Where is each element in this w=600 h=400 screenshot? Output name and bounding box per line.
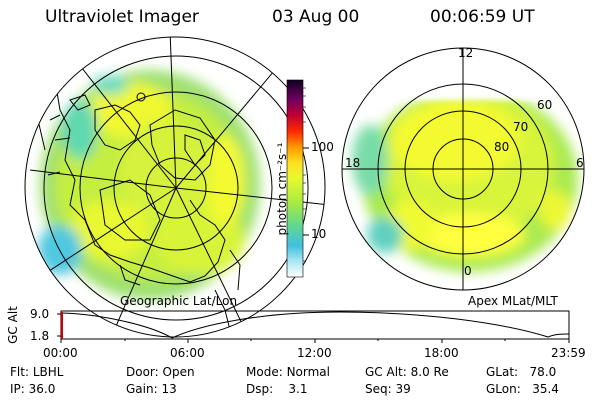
- door-label: Door:: [126, 365, 159, 379]
- geographic-map: [25, 37, 325, 337]
- left-map-caption: Geographic Lat/Lon: [120, 294, 238, 308]
- mlt-label-0: 0: [464, 264, 472, 278]
- mlat-label-80: 80: [494, 140, 510, 154]
- mlt-label-12: 12: [458, 46, 474, 60]
- pole-marker: [136, 92, 146, 102]
- altitude-ytick-1-8: 1.8: [30, 329, 50, 343]
- altitude-xtick-1800: 18:00: [424, 346, 459, 360]
- instrument-title: Ultraviolet Imager: [45, 7, 199, 27]
- mlt-label-6: 6: [576, 156, 584, 170]
- current-time-marker: [61, 312, 63, 339]
- seq-value: 39: [395, 382, 411, 396]
- colorbar-unit-label: photon cm⁻²s⁻¹: [275, 142, 289, 236]
- glon-label: GLon:: [486, 382, 521, 396]
- ip-label: IP:: [10, 382, 25, 396]
- dsp-value: 3.1: [288, 382, 308, 396]
- flt-label: Flt:: [10, 365, 29, 379]
- ip-value: 36.0: [28, 382, 56, 396]
- gcalt-value: 8.0 Re: [410, 365, 449, 379]
- gain-label: Gain:: [126, 382, 158, 396]
- mlat-label-60: 60: [537, 98, 553, 112]
- altitude-xtick-2359: 23:59: [551, 346, 586, 360]
- mode-label: Mode:: [246, 365, 283, 379]
- magnetic-map: [342, 48, 584, 272]
- glat-value: 78.0: [529, 365, 557, 379]
- seq-label: Seq:: [365, 382, 392, 396]
- glat-label: GLat:: [486, 365, 519, 379]
- flt-value: LBHL: [32, 365, 64, 379]
- colorbar-tick-100: 100: [311, 140, 334, 154]
- image-date: 03 Aug 00: [272, 7, 360, 27]
- colorbar-tick-10: 10: [311, 227, 327, 241]
- altitude-plot: [57, 310, 570, 343]
- mlt-label-18: 18: [345, 156, 361, 170]
- altitude-xtick-1200: 12:00: [297, 346, 332, 360]
- mlat-label-70: 70: [513, 120, 529, 134]
- dsp-label: Dsp:: [246, 382, 274, 396]
- right-map-caption: Apex MLat/MLT: [468, 294, 558, 308]
- glon-value: 35.4: [532, 382, 559, 396]
- image-time: 00:06:59 UT: [430, 7, 535, 27]
- altitude-xtick-0000: 00:00: [43, 346, 78, 360]
- gain-value: 13: [161, 382, 177, 396]
- magnetic-grid: [341, 47, 585, 291]
- door-value: Open: [162, 365, 195, 379]
- altitude-xtick-0600: 06:00: [170, 346, 205, 360]
- mode-value: Normal: [286, 365, 330, 379]
- altitude-ylabel: GC Alt: [6, 306, 20, 344]
- colorbar: [286, 79, 304, 278]
- altitude-ytick-9: 9.0: [30, 307, 50, 321]
- gcalt-label: GC Alt:: [365, 365, 407, 379]
